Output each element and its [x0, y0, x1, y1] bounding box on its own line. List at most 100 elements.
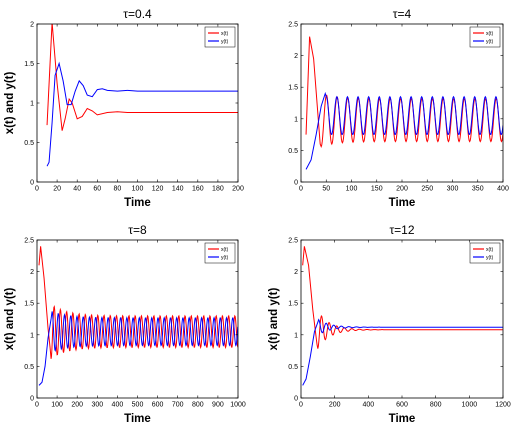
x-tick-label: 140: [172, 186, 184, 193]
chart-panel-2: 0 50 100 150 200 250 300 350 400 0 0.5 1 1.5 2 2.5 τ=4 T…: [288, 7, 509, 209]
x-tick-label: 0: [35, 402, 39, 409]
legend-box: [204, 242, 236, 264]
y-tick-label: 0: [30, 180, 34, 187]
y-axis-label: x(t) and y(t): [268, 288, 280, 351]
y-tick-label: 1.5: [288, 301, 298, 308]
chart-panel-4: 0 200 400 600 800 1000 1200 0 0.5 1 1.5 2 2.5 τ=12 Tim…: [268, 223, 511, 425]
series-line-y: [305, 91, 503, 170]
y-tick-label: 0: [294, 396, 298, 403]
y-tick-label: 1.5: [288, 85, 298, 92]
x-tick-label: 600: [396, 402, 408, 409]
x-tick-label: 900: [212, 402, 224, 409]
legend-box: [204, 26, 236, 48]
legend-label-y: y(t): [486, 255, 494, 261]
y-tick-label: 0.5: [288, 364, 298, 371]
y-tick-label: 1: [30, 101, 34, 108]
y-tick-label: 1.5: [24, 61, 34, 68]
x-tick-label: 150: [371, 186, 383, 193]
series-line-x: [302, 246, 503, 349]
x-tick-label: 80: [114, 186, 122, 193]
x-tick-label: 500: [132, 402, 144, 409]
y-tick-label: 0.5: [288, 148, 298, 155]
legend-label-x: x(t): [221, 31, 229, 37]
y-tick-label: 2: [294, 269, 298, 276]
chart-title: τ=4: [393, 7, 412, 21]
x-tick-label: 400: [112, 402, 124, 409]
x-tick-label: 200: [71, 402, 83, 409]
chart-title: τ=12: [389, 223, 414, 237]
chart-panel-3: 0 100 200 300 400 500 600 700 800 900 1000 0 0.5 1 1.5…: [4, 223, 246, 425]
x-tick-label: 600: [152, 402, 164, 409]
x-tick-label: 1000: [230, 402, 246, 409]
legend-label-y: y(t): [221, 39, 229, 45]
series-line-y: [38, 311, 238, 386]
x-tick-label: 120: [152, 186, 164, 193]
series-line-y: [302, 318, 503, 386]
x-tick-label: 200: [396, 186, 408, 193]
plot-frame: [300, 239, 504, 399]
y-tick-label: 1: [294, 116, 298, 123]
x-tick-label: 100: [51, 402, 63, 409]
x-tick-label: 200: [329, 402, 341, 409]
x-tick-label: 50: [322, 186, 330, 193]
x-tick-label: 180: [212, 186, 224, 193]
legend: x(t) y(t): [204, 26, 236, 48]
x-tick-label: 0: [299, 186, 303, 193]
x-tick-label: 400: [497, 186, 509, 193]
x-tick-label: 100: [346, 186, 358, 193]
x-tick-label: 20: [53, 186, 61, 193]
x-tick-label: 200: [232, 186, 244, 193]
legend-label-x: x(t): [221, 247, 229, 253]
y-tick-label: 0.5: [24, 364, 34, 371]
x-tick-label: 1200: [495, 402, 511, 409]
chart-panel-1: 0 20 40 60 80 100 120 140 160 180 200 0 0.5 1 1.5 2 τ=0.…: [4, 7, 244, 209]
x-axis-label: Time: [389, 413, 416, 425]
y-tick-label: 2: [30, 269, 34, 276]
y-tick-label: 1: [294, 332, 298, 339]
x-tick-label: 60: [93, 186, 101, 193]
x-tick-label: 300: [447, 186, 459, 193]
legend: x(t) y(t): [204, 242, 236, 264]
legend-box: [469, 26, 501, 48]
x-tick-label: 800: [430, 402, 442, 409]
x-tick-label: 700: [172, 402, 184, 409]
y-tick-label: 2: [30, 22, 34, 29]
x-axis-label: Time: [389, 197, 416, 209]
y-tick-label: 2.5: [288, 238, 298, 245]
y-axis-label: x(t) and y(t): [4, 288, 16, 351]
x-tick-label: 250: [421, 186, 433, 193]
x-tick-label: 400: [362, 402, 374, 409]
x-axis-label: Time: [124, 413, 151, 425]
chart-title: τ=0.4: [123, 7, 152, 21]
legend-box: [469, 242, 501, 264]
x-tick-label: 100: [132, 186, 144, 193]
y-tick-label: 2.5: [288, 22, 298, 29]
y-axis-label: x(t) and y(t): [4, 72, 16, 135]
y-tick-label: 1: [30, 332, 34, 339]
x-tick-label: 350: [472, 186, 484, 193]
x-tick-label: 0: [35, 186, 39, 193]
y-tick-label: 0: [294, 180, 298, 187]
x-tick-label: 800: [192, 402, 204, 409]
x-tick-label: 0: [299, 402, 303, 409]
x-tick-label: 300: [91, 402, 103, 409]
series-line-x: [46, 24, 238, 131]
chart-title: τ=8: [128, 223, 147, 237]
y-tick-label: 2.5: [24, 238, 34, 245]
legend: x(t) y(t): [469, 242, 501, 264]
x-tick-label: 160: [192, 186, 204, 193]
y-tick-label: 0.5: [24, 140, 34, 147]
legend-label-y: y(t): [221, 255, 229, 261]
legend-label-x: x(t): [486, 247, 494, 253]
legend-label-x: x(t): [486, 31, 494, 37]
y-tick-label: 1.5: [24, 301, 34, 308]
y-tick-label: 0: [30, 396, 34, 403]
x-axis-label: Time: [124, 197, 151, 209]
x-tick-label: 40: [73, 186, 81, 193]
y-tick-label: 2: [294, 53, 298, 60]
series-line-y: [46, 61, 238, 167]
legend-label-y: y(t): [486, 39, 494, 45]
legend: x(t) y(t): [469, 26, 501, 48]
x-tick-label: 1000: [462, 402, 478, 409]
